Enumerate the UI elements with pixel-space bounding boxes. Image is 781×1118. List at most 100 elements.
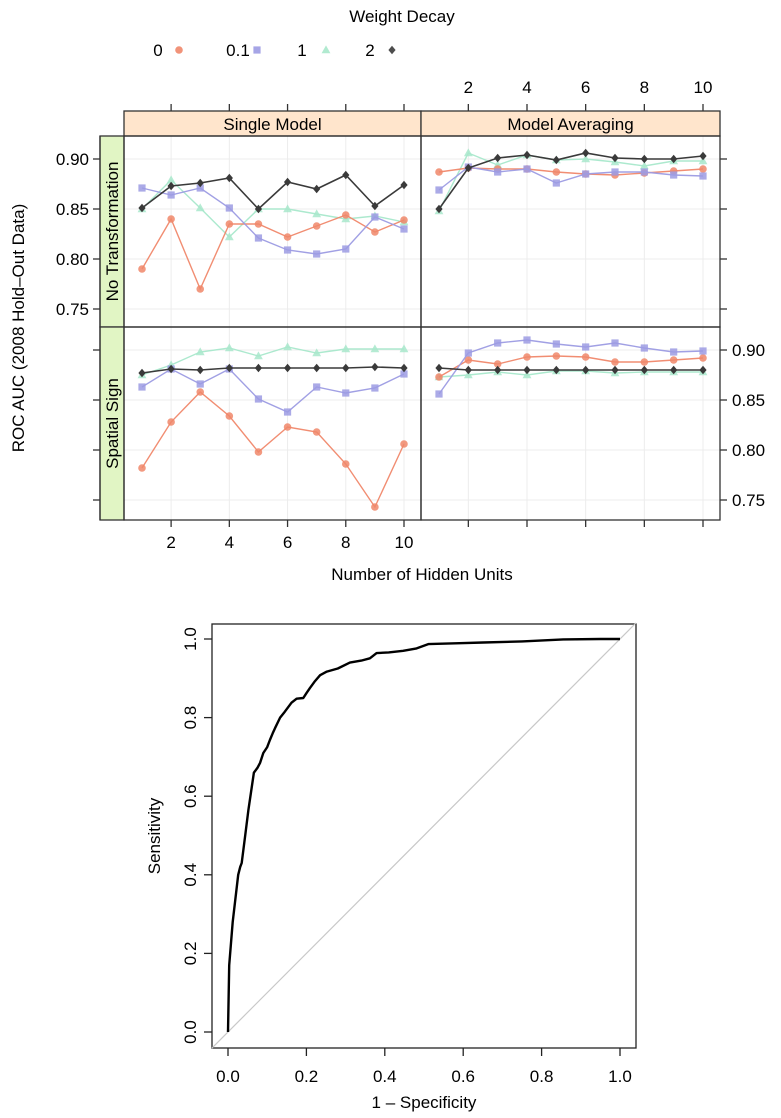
column-strip-label: Single Model [223, 115, 321, 134]
roc-y-tick-label: 0.6 [181, 784, 200, 808]
data-point-decay-0-1 [494, 339, 502, 347]
data-point-decay-0 [640, 358, 649, 366]
roc-x-tick-label: 0.0 [216, 1067, 240, 1086]
roc-y-tick-label: 0.2 [181, 942, 200, 966]
panel-data [137, 148, 708, 511]
data-point-decay-0 [435, 373, 443, 381]
data-point-decay-0-1 [494, 168, 502, 176]
data-point-decay-2 [670, 154, 678, 164]
data-point-decay-0-1 [670, 171, 678, 179]
series-line-decay-0 [141, 391, 405, 509]
series-line-decay-1 [141, 179, 405, 238]
data-point-decay-1 [224, 232, 234, 241]
legend-label-2: 2 [365, 41, 374, 60]
roc-x-tick-label: 0.8 [530, 1067, 554, 1086]
data-point-decay-2 [225, 173, 233, 183]
data-point-decay-0-1 [196, 184, 204, 192]
data-point-decay-0-1 [523, 165, 531, 173]
legend-marker-square-icon [253, 46, 261, 54]
roc-x-tick-label: 0.6 [451, 1067, 475, 1086]
column-strip [420, 110, 721, 137]
data-point-decay-0 [400, 440, 408, 448]
data-point-decay-2 [552, 365, 560, 375]
data-point-decay-0 [341, 460, 350, 468]
roc-plot-frame [211, 623, 637, 1049]
data-point-decay-0-1 [611, 168, 619, 176]
legend-marker-triangle-icon [321, 45, 331, 54]
data-point-decay-0-1 [611, 339, 619, 347]
data-point-decay-0 [312, 222, 321, 230]
data-point-decay-2 [494, 365, 502, 375]
data-point-decay-2 [400, 180, 408, 190]
data-point-decay-0-1 [400, 225, 408, 233]
lattice-plot: Weight Decay 0 0.1 1 2 Single Model Model Av… [9, 7, 765, 584]
data-point-decay-2 [342, 170, 350, 180]
data-point-decay-2 [313, 363, 321, 373]
data-point-decay-1 [399, 344, 409, 353]
panel-0-0 [137, 170, 409, 293]
data-point-decay-2 [611, 365, 619, 375]
data-point-decay-2 [670, 365, 678, 375]
data-point-decay-1 [166, 175, 176, 184]
data-point-decay-0 [699, 165, 707, 173]
data-point-decay-0 [581, 353, 590, 361]
panel-1-1 [434, 336, 708, 398]
data-point-decay-0 [138, 464, 146, 472]
data-point-decay-0-1 [435, 390, 443, 398]
x-axis-title: Number of Hidden Units [331, 565, 512, 584]
roc-x-axis-title: 1 – Specificity [372, 1093, 477, 1112]
x-tick-label: 4 [225, 533, 234, 552]
data-point-decay-1 [283, 204, 292, 213]
roc-y-axis-title: Sensitivity [145, 797, 164, 874]
data-point-decay-2 [523, 150, 531, 160]
data-point-decay-2 [494, 153, 502, 163]
data-point-decay-0 [552, 352, 561, 360]
data-point-decay-0 [283, 423, 292, 431]
x-tick-label: 4 [522, 78, 531, 97]
data-point-decay-0-1 [464, 349, 472, 357]
panel-grid [124, 136, 720, 520]
roc-axes: 0.0 0.2 0.4 0.6 0.8 1.0 0.0 0.2 0.4 0.6 0.8 1.0 [181, 627, 632, 1086]
data-point-decay-0-1 [552, 340, 560, 348]
y-tick-label: 0.90 [732, 341, 765, 360]
data-point-decay-2 [699, 365, 707, 375]
data-point-decay-0 [312, 428, 321, 436]
data-point-decay-0 [552, 168, 561, 176]
legend: 0 0.1 1 2 [153, 41, 396, 60]
data-point-decay-0-1 [138, 184, 146, 192]
data-point-decay-2 [283, 363, 292, 373]
data-point-decay-0-1 [699, 172, 707, 180]
data-point-decay-0-1 [138, 383, 146, 391]
data-point-decay-0-1 [582, 343, 590, 351]
legend-label-0: 0 [153, 41, 162, 60]
data-point-decay-2 [552, 155, 560, 165]
data-point-decay-0-1 [313, 383, 321, 391]
data-point-decay-0 [167, 215, 175, 223]
panel-border [420, 326, 721, 521]
y-tick-label: 0.85 [56, 200, 89, 219]
data-point-decay-2 [167, 364, 175, 374]
data-point-decay-2 [313, 184, 321, 194]
row-strip-label: Spatial Sign [103, 378, 122, 469]
data-point-decay-0-1 [225, 204, 233, 212]
data-point-decay-2 [400, 363, 408, 373]
data-point-decay-0-1 [371, 384, 379, 392]
data-point-decay-2 [435, 204, 443, 214]
column-strip-label: Model Averaging [507, 115, 633, 134]
data-point-decay-0-1 [254, 395, 263, 403]
data-point-decay-0-1 [342, 245, 350, 253]
y-tick-label: 0.80 [56, 250, 89, 269]
data-point-decay-0 [371, 228, 379, 236]
series-line-decay-0-1 [141, 187, 405, 255]
legend-marker-diamond-icon [388, 45, 396, 55]
x-tick-label: 8 [640, 78, 649, 97]
data-point-decay-2 [254, 204, 263, 214]
data-point-decay-1 [254, 351, 263, 360]
data-point-decay-0 [225, 220, 234, 228]
data-point-decay-1 [522, 370, 532, 379]
series-line-decay-0-1 [141, 368, 405, 413]
x-tick-label: 2 [166, 533, 175, 552]
legend-label-1: 1 [297, 41, 306, 60]
series-line-decay-0 [141, 214, 405, 291]
